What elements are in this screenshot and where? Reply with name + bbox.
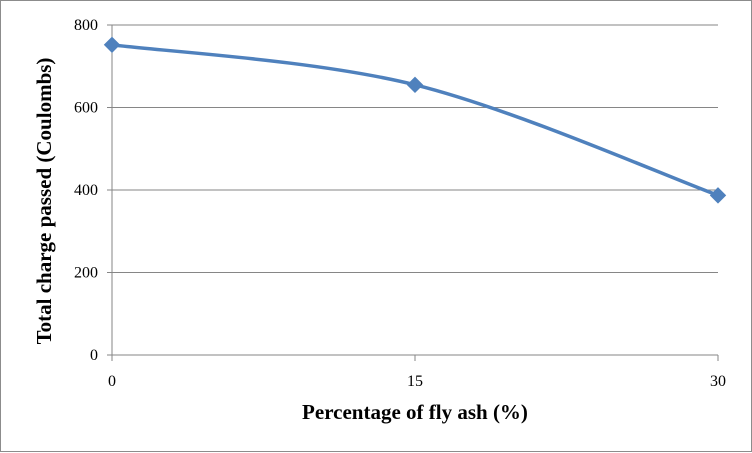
x-tick-label-30: 30 (710, 373, 726, 390)
x-axis-title: Percentage of fly ash (%) (302, 400, 528, 424)
gridlines (112, 24, 718, 273)
y-tick-label-600: 600 (74, 100, 98, 117)
series-line (110, 43, 720, 198)
x-tick-label-0: 0 (108, 373, 116, 390)
data-point-15 (406, 76, 424, 94)
y-axis-title: Total charge passed (Coulombs) (32, 58, 56, 345)
y-tick-labels: 0 200 400 600 800 (74, 17, 98, 364)
y-tick-label-200: 200 (74, 265, 98, 282)
data-point-0 (103, 36, 121, 54)
series (103, 36, 727, 204)
y-tick-label-0: 0 (90, 347, 98, 364)
x-tick-label-15: 15 (407, 373, 423, 390)
y-tick-label-400: 400 (74, 182, 98, 199)
y-tick-label-800: 800 (74, 17, 98, 34)
data-point-30 (709, 187, 727, 204)
x-tick-labels: 0 15 30 (108, 373, 726, 390)
axes (107, 24, 719, 361)
